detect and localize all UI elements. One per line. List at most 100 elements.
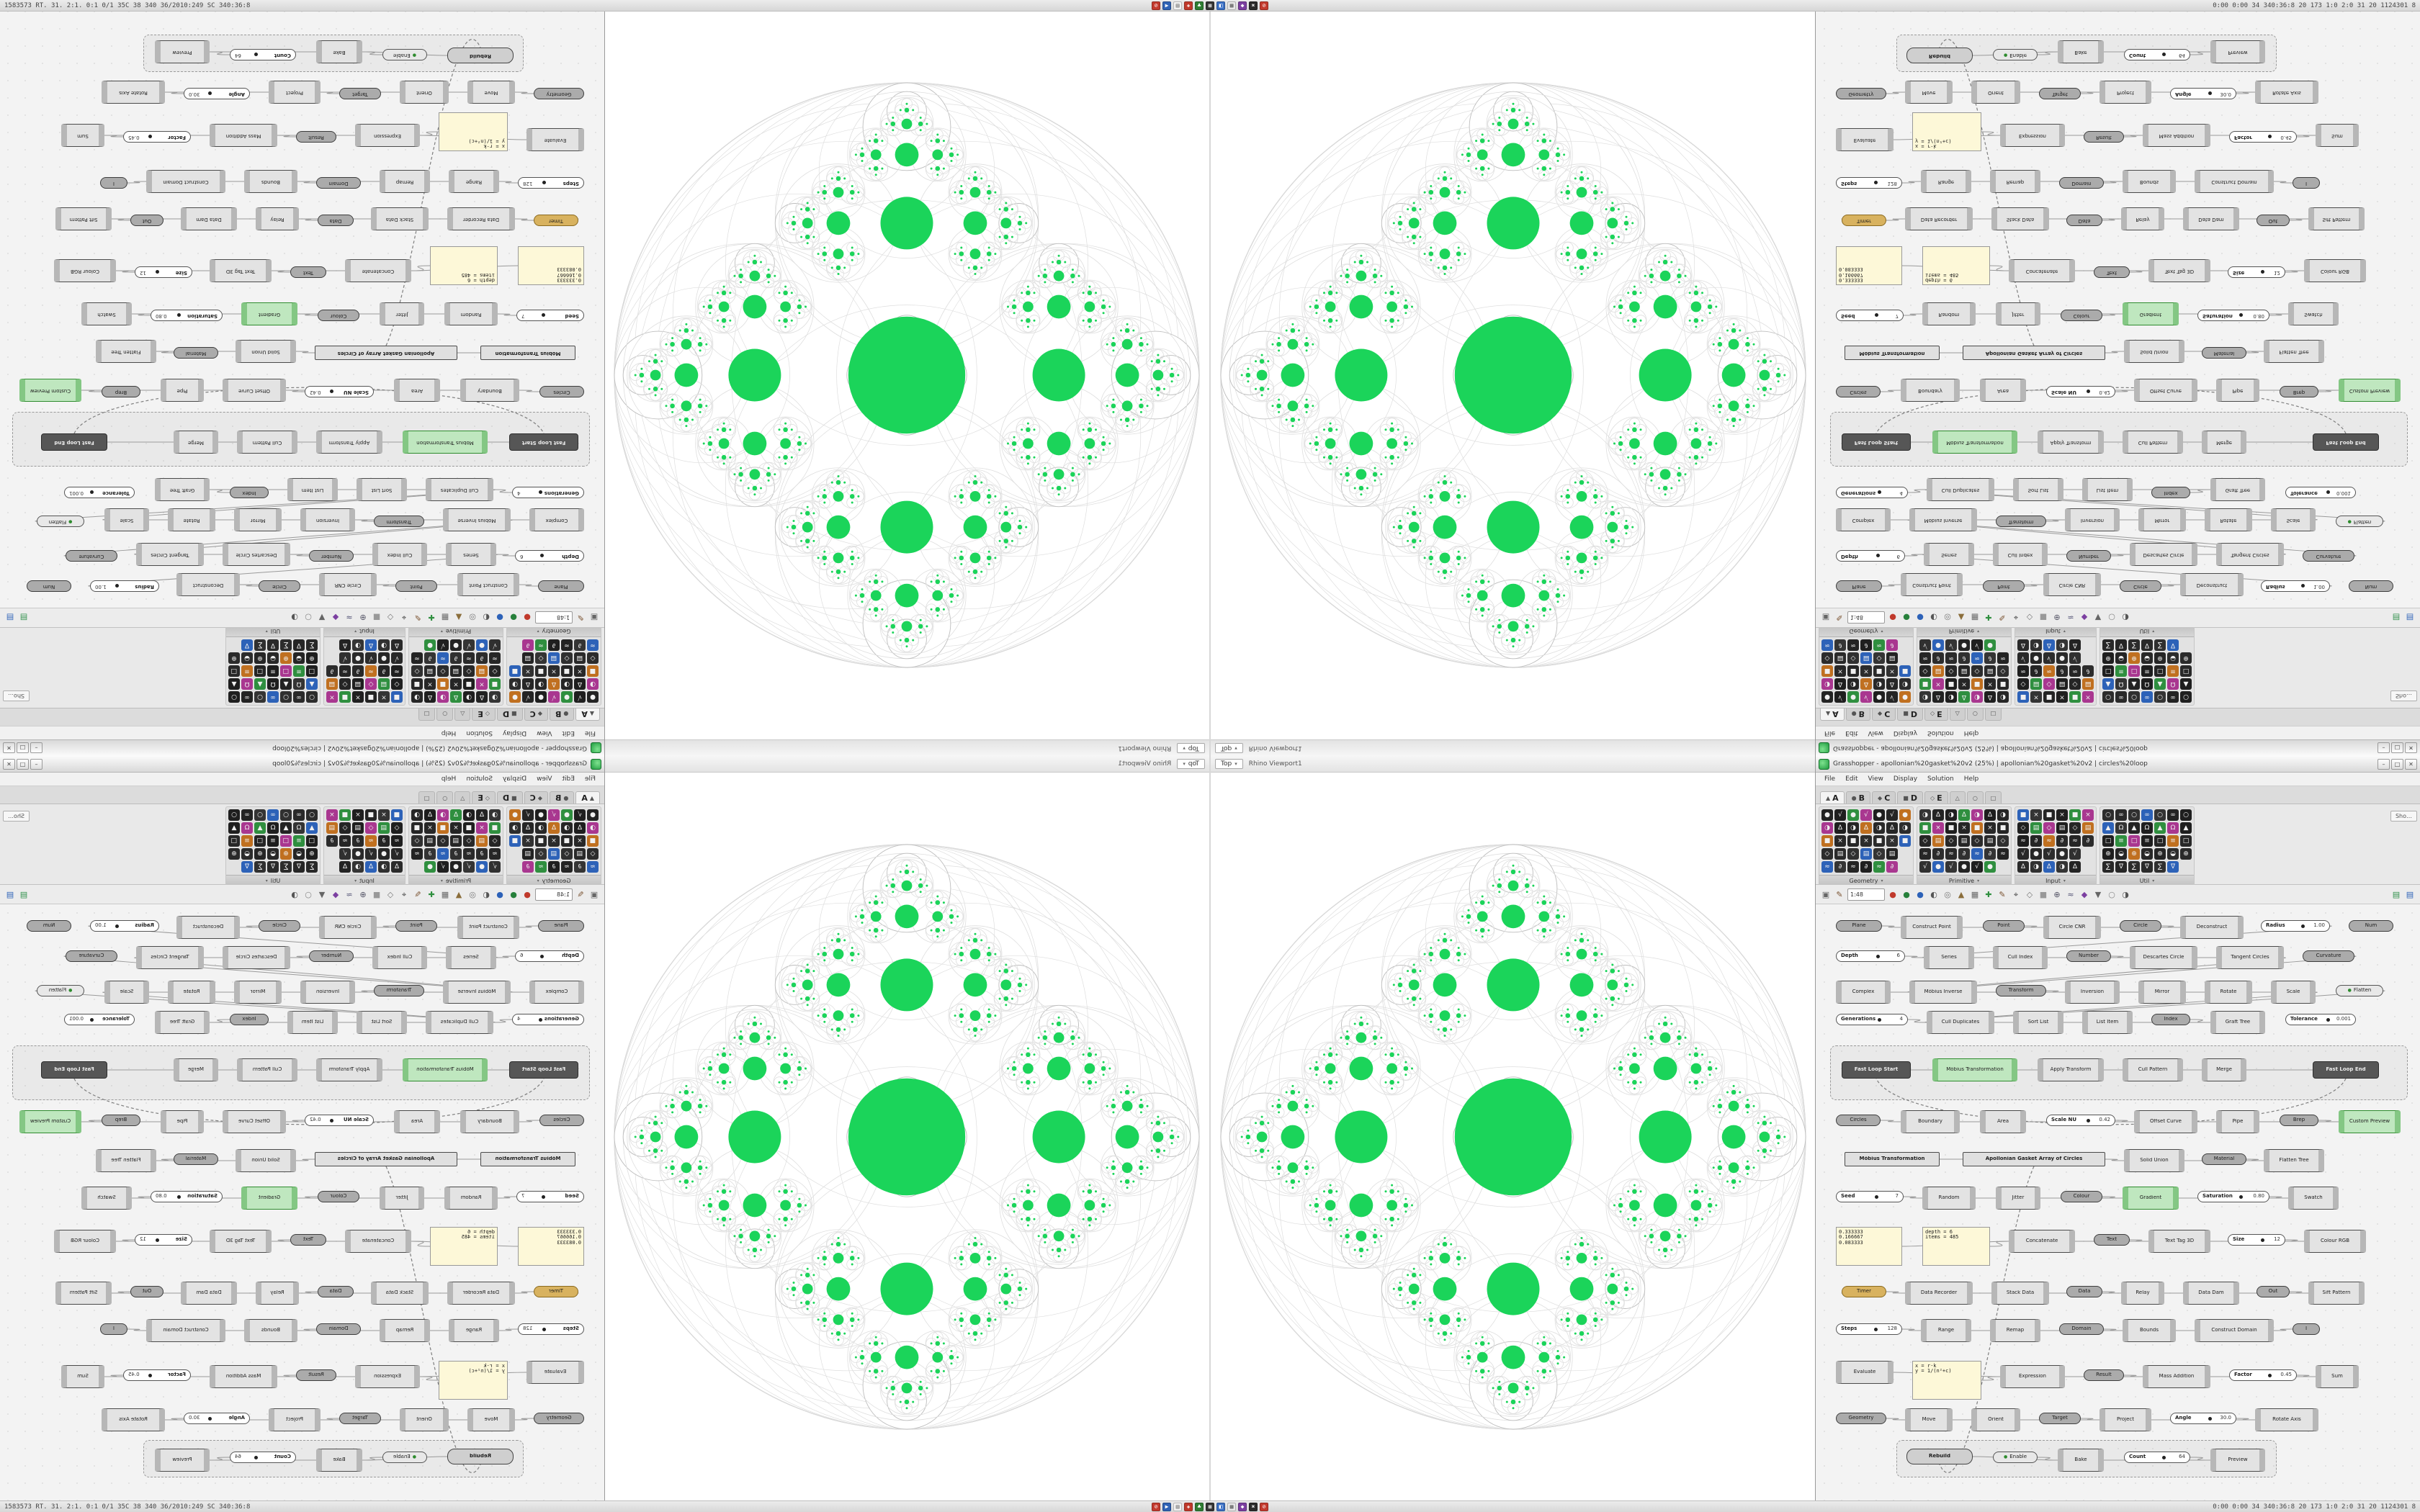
number-slider[interactable]: Tolerance 0.001 [64, 487, 135, 498]
number-slider[interactable]: Tolerance 0.001 [2285, 487, 2356, 498]
ribbon-icon[interactable]: ◑ [535, 678, 547, 690]
ribbon-icon[interactable]: ▤ [476, 835, 488, 847]
ribbon-icon[interactable]: × [2030, 691, 2042, 703]
component-tab-6[interactable]: ○ [436, 708, 454, 721]
ribbon-icon[interactable]: ● [1873, 809, 1885, 821]
ribbon-icon[interactable]: ⊕ [2102, 652, 2114, 664]
gh-param[interactable]: Material [174, 1153, 218, 1165]
ribbon-icon[interactable]: √ [522, 809, 534, 821]
circle-icon[interactable]: ○ [305, 889, 312, 899]
ribbon-icon[interactable]: ≈ [1821, 639, 1833, 651]
gh-component[interactable]: Remap [1990, 1319, 2040, 1342]
gumball-icon[interactable]: ⌖ [401, 613, 407, 623]
ribbon-icon[interactable]: Δ [1958, 691, 1970, 703]
gh-component[interactable]: Construct Point [457, 916, 519, 939]
ribbon-icon[interactable]: ▲ [228, 822, 240, 834]
gh-component[interactable]: Range [1921, 170, 1971, 193]
ribbon-icon[interactable]: ∂ [352, 835, 364, 847]
ribbon-icon[interactable]: ∇ [293, 861, 305, 873]
ribbon-group-title[interactable]: Geometry ▾ [507, 875, 601, 886]
gh-component[interactable]: Cull Pattern [2123, 1058, 2183, 1081]
gh-component[interactable]: Solid Union [236, 1149, 296, 1172]
viewport-tab-top[interactable]: Top ▾ [1177, 759, 1205, 769]
gh-component[interactable]: List Item [287, 1011, 338, 1034]
ribbon-icon[interactable]: ■ [1997, 822, 2009, 834]
ribbon-icon[interactable]: ◇ [489, 835, 501, 847]
ribbon-icon[interactable]: ▤ [574, 848, 586, 860]
gh-component[interactable]: Preview [155, 1449, 210, 1472]
ribbon-group-title[interactable]: Input ▾ [324, 875, 405, 886]
gh-param[interactable]: Brep [2280, 386, 2318, 397]
gh-param[interactable]: Domain [316, 177, 361, 189]
ribbon-icon[interactable]: ∞ [293, 809, 305, 821]
boolean-toggle[interactable]: ● Flatten [37, 985, 84, 996]
viewport-tab-top[interactable]: Top ▾ [1177, 743, 1205, 753]
ribbon-icon[interactable]: ■ [463, 678, 475, 690]
ribbon-icon[interactable]: ◑ [587, 678, 599, 690]
ribbon-icon[interactable]: ∇ [2141, 639, 2153, 651]
gh-component[interactable]: Deconstruct [2180, 916, 2244, 939]
gh-component[interactable]: Graft Tree [155, 478, 210, 501]
gh-component[interactable]: Random [444, 1187, 498, 1210]
gh-component[interactable]: Text Tag 3D [2148, 259, 2210, 282]
gh-component[interactable]: Boundary [1901, 1110, 1960, 1133]
ribbon-icon[interactable]: √ [1971, 861, 1983, 873]
ribbon-icon[interactable]: Δ [1932, 691, 1944, 703]
ribbon-icon[interactable]: √ [548, 691, 560, 703]
ribbon-icon[interactable]: ◑ [1847, 822, 1859, 834]
circle-icon[interactable]: ○ [2108, 889, 2115, 899]
ribbon-icon[interactable]: ■ [411, 678, 423, 690]
gh-component[interactable]: Remap [380, 170, 430, 193]
ribbon-icon[interactable]: × [378, 691, 390, 703]
ribbon-icon[interactable]: ≡ [2167, 835, 2179, 847]
menu-item-help[interactable]: Help [1963, 775, 1979, 783]
green-sphere-icon[interactable]: ● [510, 889, 517, 899]
ribbon-icon[interactable]: ▲ [2154, 822, 2166, 834]
component-tab-D[interactable]: ■ D [1897, 791, 1923, 804]
component-tab-A[interactable]: ▲ A [1820, 791, 1845, 804]
ribbon-icon[interactable]: □ [306, 665, 318, 677]
gh-param[interactable]: Brep [102, 1115, 140, 1126]
gh-component[interactable]: Rotate [168, 508, 215, 531]
menu-item-solution[interactable]: Solution [466, 775, 493, 783]
gh-param[interactable]: Text [2094, 1234, 2130, 1246]
ribbon-icon[interactable]: ▤ [1860, 652, 1872, 664]
number-slider[interactable]: Size 12 [135, 266, 192, 278]
ribbon-icon[interactable]: ∑ [280, 861, 292, 873]
gh-component[interactable]: Graft Tree [2210, 1011, 2265, 1034]
gh-component[interactable]: Data Dam [181, 207, 237, 230]
gh-component[interactable]: Offset Curve [223, 1110, 286, 1133]
ribbon-icon[interactable]: ∂ [378, 665, 390, 677]
component-tab-C[interactable]: ◆ C [1872, 791, 1896, 804]
ribbon-icon[interactable]: × [1834, 835, 1846, 847]
gh-component[interactable]: Rotate Axis [2255, 1408, 2318, 1431]
ribbon-icon[interactable]: ◇ [1997, 665, 2009, 677]
gh-param[interactable]: Point [395, 580, 437, 592]
component-tab-D[interactable]: ■ D [1897, 708, 1923, 721]
ribbon-icon[interactable]: ■ [587, 835, 599, 847]
ribbon-icon[interactable]: ◑ [463, 809, 475, 821]
ribbon-icon[interactable]: ◇ [463, 665, 475, 677]
number-slider[interactable]: Generations 4 [512, 487, 584, 498]
wireframe-icon[interactable]: ◇ [387, 889, 394, 899]
gh-param[interactable]: Text [290, 1234, 326, 1246]
ribbon-icon[interactable]: ▤ [378, 678, 390, 690]
target-icon[interactable]: ◎ [469, 613, 476, 623]
ribbon-icon[interactable]: ≈ [1919, 652, 1931, 664]
gh-param[interactable]: I [100, 177, 127, 189]
gh-component[interactable]: Text Tag 3D [210, 259, 272, 282]
gh-component[interactable]: Range [449, 1319, 499, 1342]
gh-component[interactable]: Tangent Circles [136, 543, 204, 566]
gh-component[interactable]: Series [446, 543, 496, 566]
browser-icon[interactable]: ◧ [1216, 1, 1225, 10]
component-tab-C[interactable]: ◆ C [524, 708, 548, 721]
zoom-extents-icon[interactable]: ⊕ [359, 889, 367, 899]
ribbon-icon[interactable]: ● [1821, 809, 1833, 821]
ribbon-icon[interactable]: Ω [293, 822, 305, 834]
ribbon-icon[interactable]: ◇ [2043, 678, 2055, 690]
timer-component[interactable]: Timer [1842, 1286, 1886, 1297]
ribbon-icon[interactable]: ■ [561, 835, 573, 847]
ribbon-icon[interactable]: Δ [2043, 639, 2055, 651]
ribbon-icon[interactable]: ■ [437, 678, 449, 690]
gh-component[interactable]: Cull Duplicates [1927, 1011, 1994, 1034]
